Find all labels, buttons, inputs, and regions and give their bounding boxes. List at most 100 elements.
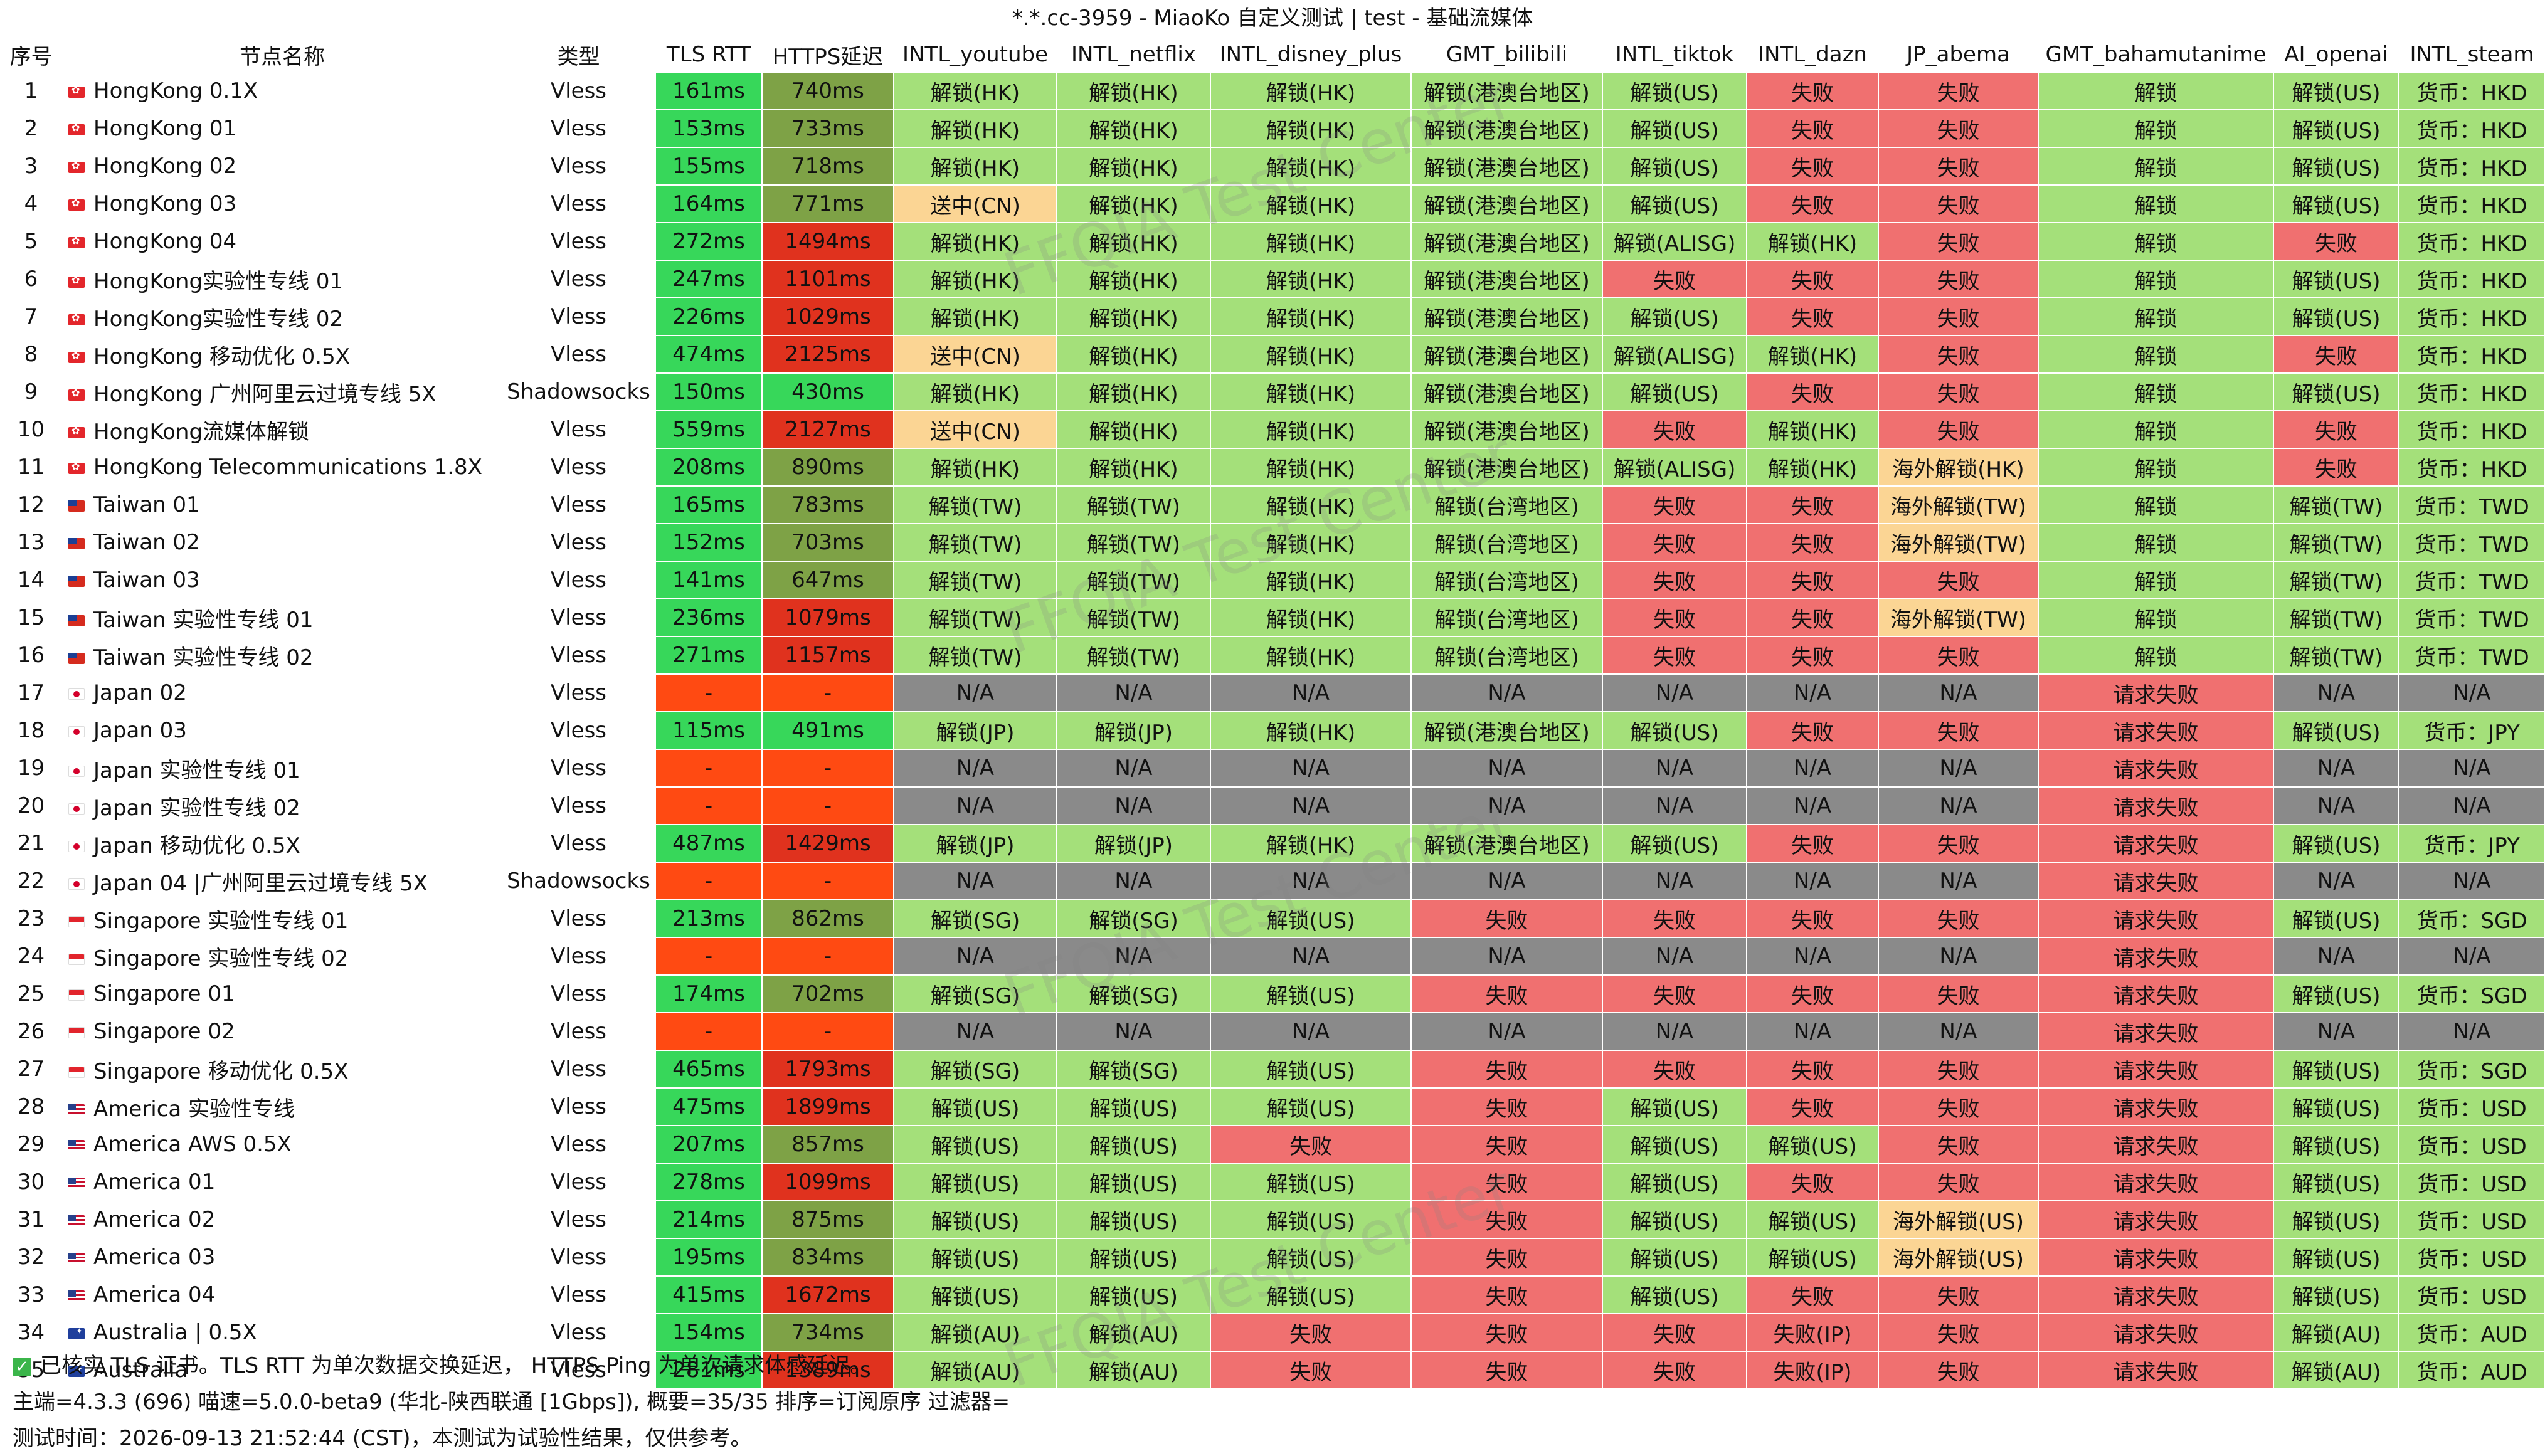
status-cell-tiktok: 失败 bbox=[1602, 1050, 1747, 1089]
table-row: 23 Singapore 实验性专线 01 Vless 213ms 862ms 解锁(SG… bbox=[0, 900, 2545, 938]
status-cell-dazn: 失败 bbox=[1747, 110, 1879, 148]
column-header-idx[interactable]: 序号 bbox=[0, 36, 63, 73]
node-type: Vless bbox=[502, 223, 656, 261]
status-cell-baha: 请求失败 bbox=[2038, 825, 2274, 863]
status-cell-baha: 请求失败 bbox=[2038, 1201, 2274, 1239]
node-name: America 04 bbox=[93, 1282, 216, 1307]
status-cell-abema: 海外解锁(TW) bbox=[1878, 524, 2039, 562]
node-name: HongKong实验性专线 01 bbox=[93, 268, 344, 294]
table-row: 29 America AWS 0.5X Vless 207ms 857ms 解锁(US) 解… bbox=[0, 1126, 2545, 1164]
node-name-cell: Singapore 移动优化 0.5X bbox=[63, 1050, 502, 1089]
table-row: 18 Japan 03 Vless 115ms 491ms 解锁(JP) 解锁(JP) 解锁(… bbox=[0, 712, 2545, 750]
tls-rtt-cell: 278ms bbox=[655, 1163, 763, 1201]
status-cell-baha: 请求失败 bbox=[2038, 1126, 2274, 1164]
status-cell-dazn: N/A bbox=[1747, 674, 1879, 712]
status-cell-netflix: 解锁(TW) bbox=[1057, 561, 1211, 599]
status-cell-openai: 解锁(US) bbox=[2273, 260, 2399, 298]
status-cell-steam: 货币：SGD bbox=[2399, 1050, 2545, 1089]
status-cell-tiktok: 解锁(US) bbox=[1602, 1238, 1747, 1277]
node-type: Vless bbox=[502, 1050, 656, 1089]
node-type: Vless bbox=[502, 448, 656, 487]
column-header-youtube[interactable]: INTL_youtube bbox=[894, 36, 1057, 73]
table-row: 25 Singapore 01 Vless 174ms 702ms 解锁(SG) 解锁(SG… bbox=[0, 975, 2545, 1013]
status-cell-youtube: N/A bbox=[894, 937, 1057, 976]
status-cell-abema: 失败 bbox=[1878, 1276, 2039, 1314]
status-cell-abema: 失败 bbox=[1878, 260, 2039, 298]
column-header-bilibili[interactable]: GMT_bilibili bbox=[1411, 36, 1603, 73]
node-type: Vless bbox=[502, 486, 656, 524]
status-cell-dazn: 失败 bbox=[1747, 373, 1879, 411]
status-cell-youtube: 解锁(HK) bbox=[894, 73, 1057, 110]
https-latency-cell: 771ms bbox=[762, 185, 894, 223]
status-cell-bilibili: 失败 bbox=[1411, 1126, 1603, 1164]
status-cell-netflix: 解锁(HK) bbox=[1057, 73, 1211, 110]
status-cell-openai: 解锁(US) bbox=[2273, 298, 2399, 336]
status-cell-netflix: N/A bbox=[1057, 862, 1211, 900]
tls-rtt-cell: 559ms bbox=[655, 411, 763, 449]
table-row: 6HongKong实验性专线 01Vless247ms1101ms解锁(HK)解… bbox=[0, 260, 2545, 298]
column-header-steam[interactable]: INTL_steam bbox=[2399, 36, 2545, 73]
status-cell-disney: 解锁(HK) bbox=[1210, 185, 1412, 223]
node-name-cell: Japan 02 bbox=[63, 674, 502, 712]
status-cell-openai: 解锁(TW) bbox=[2273, 524, 2399, 562]
status-cell-baha: 请求失败 bbox=[2038, 937, 2274, 976]
column-header-name[interactable]: 节点名称 bbox=[63, 36, 502, 73]
status-cell-steam: 货币：USD bbox=[2399, 1238, 2545, 1277]
flag-tw-icon bbox=[68, 500, 85, 512]
status-cell-youtube: 解锁(AU) bbox=[894, 1314, 1057, 1352]
status-cell-tiktok: 解锁(US) bbox=[1602, 73, 1747, 110]
status-cell-netflix: 解锁(HK) bbox=[1057, 335, 1211, 374]
table-row: 12 Taiwan 01 Vless 165ms 783ms 解锁(TW) 解锁(TW) 解锁… bbox=[0, 486, 2545, 524]
table-row: 13 Taiwan 02 Vless 152ms 703ms 解锁(TW) 解锁(TW) 解锁… bbox=[0, 524, 2545, 562]
column-header-type[interactable]: 类型 bbox=[502, 36, 656, 73]
status-cell-abema: 失败 bbox=[1878, 1163, 2039, 1201]
https-latency-cell: 702ms bbox=[762, 975, 894, 1013]
status-cell-steam: N/A bbox=[2399, 937, 2545, 976]
tls-rtt-cell: 226ms bbox=[655, 298, 763, 336]
column-header-tiktok[interactable]: INTL_tiktok bbox=[1602, 36, 1747, 73]
status-cell-steam: 货币：HKD bbox=[2399, 147, 2545, 186]
status-cell-dazn: 解锁(HK) bbox=[1747, 223, 1879, 261]
column-header-baha[interactable]: GMT_bahamutanime bbox=[2038, 36, 2274, 73]
tls-rtt-cell: 174ms bbox=[655, 975, 763, 1013]
status-cell-tiktok: 失败 bbox=[1602, 900, 1747, 938]
node-name: Japan 02 bbox=[93, 680, 187, 705]
row-index: 4 bbox=[0, 185, 63, 223]
status-cell-baha: 解锁 bbox=[2038, 486, 2274, 524]
column-header-https[interactable]: HTTPS延迟 bbox=[762, 36, 894, 73]
node-name-cell: Taiwan 01 bbox=[63, 486, 502, 524]
flag-hk-icon bbox=[68, 387, 85, 401]
status-cell-tiktok: 失败 bbox=[1602, 599, 1747, 637]
status-cell-openai: 解锁(AU) bbox=[2273, 1314, 2399, 1352]
status-cell-netflix: N/A bbox=[1057, 787, 1211, 825]
column-header-disney[interactable]: INTL_disney_plus bbox=[1210, 36, 1412, 73]
column-header-netflix[interactable]: INTL_netflix bbox=[1057, 36, 1211, 73]
status-cell-disney: 解锁(US) bbox=[1210, 975, 1412, 1013]
status-cell-bilibili: 解锁(台湾地区) bbox=[1411, 486, 1603, 524]
status-cell-tiktok: 解锁(US) bbox=[1602, 1276, 1747, 1314]
status-cell-youtube: 送中(CN) bbox=[894, 185, 1057, 223]
tls-rtt-cell: - bbox=[655, 674, 763, 712]
status-cell-baha: 解锁 bbox=[2038, 448, 2274, 487]
status-cell-tiktok: 失败 bbox=[1602, 975, 1747, 1013]
status-cell-netflix: 解锁(HK) bbox=[1057, 223, 1211, 261]
node-type: Vless bbox=[502, 185, 656, 223]
column-header-openai[interactable]: AI_openai bbox=[2273, 36, 2399, 73]
flag-hk-icon bbox=[68, 312, 85, 325]
status-cell-steam: N/A bbox=[2399, 787, 2545, 825]
status-cell-abema: 失败 bbox=[1878, 712, 2039, 750]
node-type: Vless bbox=[502, 937, 656, 976]
status-cell-bilibili: 解锁(港澳台地区) bbox=[1411, 373, 1603, 411]
status-cell-disney: 解锁(US) bbox=[1210, 900, 1412, 938]
flag-us-icon bbox=[68, 1290, 85, 1302]
node-name: Australia | 0.5X bbox=[93, 1320, 257, 1345]
column-header-abema[interactable]: JP_abema bbox=[1878, 36, 2039, 73]
column-header-dazn[interactable]: INTL_dazn bbox=[1747, 36, 1879, 73]
status-cell-baha: 请求失败 bbox=[2038, 1050, 2274, 1089]
status-cell-steam: N/A bbox=[2399, 1013, 2545, 1051]
status-cell-bilibili: 失败 bbox=[1411, 1088, 1603, 1126]
node-name-cell: America 04 bbox=[63, 1276, 502, 1314]
status-cell-openai: 解锁(US) bbox=[2273, 185, 2399, 223]
column-header-tls[interactable]: TLS RTT bbox=[655, 36, 763, 73]
node-name: HongKong 广州阿里云过境专线 5X bbox=[93, 381, 437, 407]
